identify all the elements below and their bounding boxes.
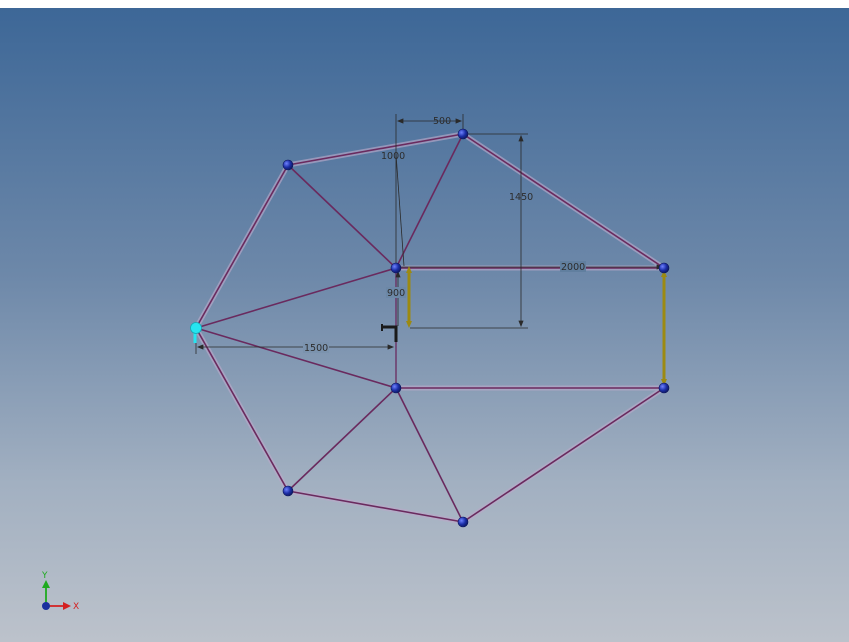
node-upper-right[interactable]: [658, 262, 670, 274]
loads: [406, 266, 667, 386]
node-top[interactable]: [457, 128, 469, 140]
dimensions: [195, 114, 664, 354]
dimension-labels: 500 1000 1450 2000 900 1500: [303, 116, 586, 354]
member-lower-diag-2[interactable]: [395, 387, 464, 523]
node-center-upper[interactable]: [390, 262, 402, 274]
dimension-1450[interactable]: 1450: [509, 192, 533, 203]
3d-viewport[interactable]: 500 1000 1450 2000 900 1500: [0, 8, 849, 642]
dimension-1500[interactable]: 1500: [304, 343, 328, 354]
model-canvas[interactable]: 500 1000 1450 2000 900 1500: [0, 8, 849, 642]
member-upper-diag-1[interactable]: [287, 164, 397, 269]
member-lower-diag-1[interactable]: [287, 387, 397, 492]
member-left-lower[interactable]: [195, 327, 289, 492]
member-web-upper[interactable]: [195, 267, 397, 329]
support-node[interactable]: [190, 322, 202, 344]
triad-x-label: X: [73, 602, 79, 612]
node-lower-right[interactable]: [658, 382, 670, 394]
triad-y-arrow-icon: [42, 580, 50, 588]
member-bottom-left[interactable]: [287, 490, 464, 523]
triad-x-arrow-icon: [63, 602, 71, 610]
view-triad[interactable]: Y X: [41, 571, 79, 612]
node-bottom[interactable]: [457, 516, 469, 528]
member-upper-diag-2[interactable]: [395, 133, 464, 269]
member-bottom-right[interactable]: [462, 387, 665, 523]
node-center-lower[interactable]: [390, 382, 402, 394]
local-csys-marker[interactable]: [381, 324, 398, 342]
dimension-1000[interactable]: 1000: [381, 151, 405, 162]
dimension-500[interactable]: 500: [433, 116, 451, 127]
node-bottom-left[interactable]: [282, 485, 294, 497]
member-web-lower[interactable]: [195, 327, 397, 389]
dimension-900[interactable]: 900: [387, 288, 405, 299]
node-top-left[interactable]: [282, 159, 294, 171]
dimension-2000[interactable]: 2000: [561, 262, 585, 273]
member-top-left[interactable]: [287, 133, 464, 166]
triad-y-label: Y: [41, 571, 48, 581]
member-left-upper[interactable]: [195, 164, 289, 329]
member-top-right[interactable]: [462, 133, 665, 269]
truss-members: [195, 133, 665, 523]
triad-origin-icon: [42, 602, 50, 610]
nodes: [282, 128, 670, 528]
